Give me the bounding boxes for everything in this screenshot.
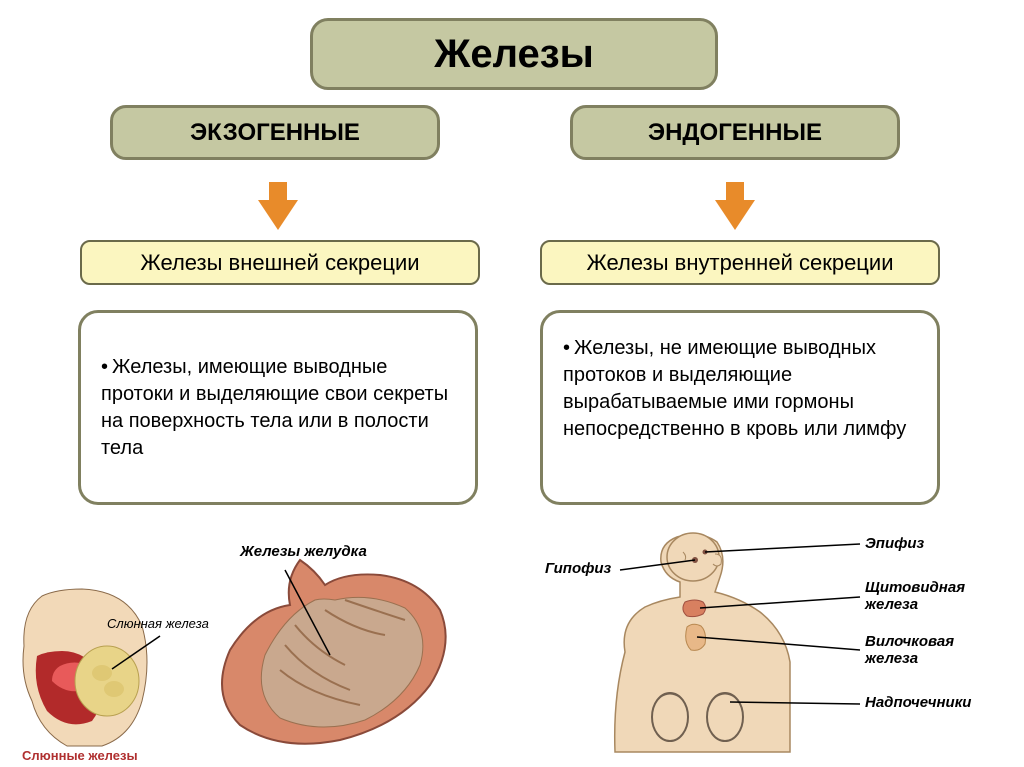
hypophysis-label: Гипофиз bbox=[545, 560, 611, 577]
arrow-down-icon bbox=[258, 200, 298, 230]
column-header-exogenous: ЭКЗОГЕННЫЕ bbox=[110, 105, 440, 160]
description-endogenous: Железы, не имеющие выводных протоков и в… bbox=[540, 310, 940, 505]
description-text: Железы, не имеющие выводных протоков и в… bbox=[563, 337, 906, 440]
stomach-illustration: Железы желудка bbox=[185, 540, 475, 755]
adrenals-label: Надпочечники bbox=[865, 694, 971, 711]
description-exogenous: Железы, имеющие выводные протоки и выдел… bbox=[78, 310, 478, 505]
main-title: Железы bbox=[310, 18, 718, 90]
thymus-label: Вилочковая железа bbox=[865, 634, 985, 667]
description-text: Железы, имеющие выводные протоки и выдел… bbox=[101, 354, 455, 462]
column-header-endogenous: ЭНДОГЕННЫЕ bbox=[570, 105, 900, 160]
label-internal-secretion: Железы внутренней секреции bbox=[540, 240, 940, 285]
salivary-glands-caption: Слюнные железы bbox=[22, 748, 138, 763]
stomach-glands-label: Железы желудка bbox=[240, 543, 367, 560]
illustrations-container: Слюнная железа Слюнные железы Железы жел… bbox=[0, 522, 1024, 767]
endocrine-body-illustration: Эпифиз Гипофиз Щитовидная железа Вилочко… bbox=[565, 532, 995, 757]
label-external-secretion: Железы внешней секреции bbox=[80, 240, 480, 285]
salivary-gland-illustration: Слюнная железа Слюнные железы bbox=[12, 581, 177, 761]
epiphysis-label: Эпифиз bbox=[865, 535, 924, 552]
thyroid-label: Щитовидная железа bbox=[865, 580, 985, 613]
arrow-down-icon bbox=[715, 200, 755, 230]
